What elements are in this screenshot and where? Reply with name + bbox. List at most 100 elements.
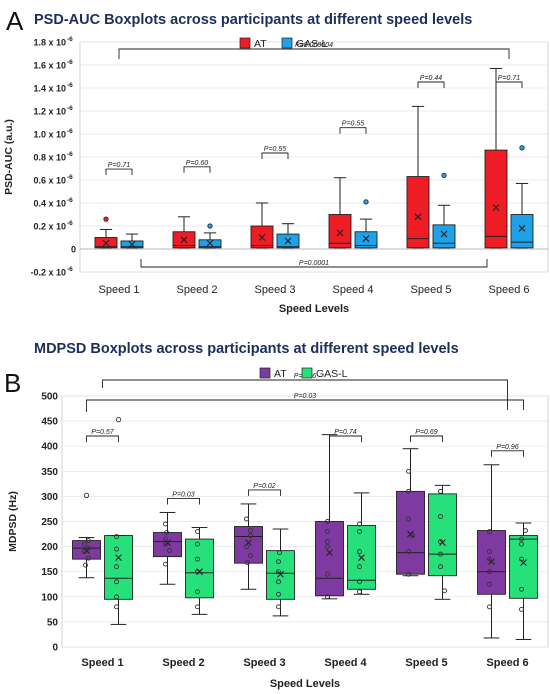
x-tick-label: Speed 4 (324, 657, 367, 669)
data-point (86, 555, 91, 561)
data-point (276, 591, 281, 597)
pairwise-bracket (417, 81, 445, 88)
mean-marker (326, 549, 333, 557)
data-point (442, 588, 447, 594)
mean-marker (164, 539, 171, 546)
y-tick-label: 200 (41, 542, 58, 553)
data-point (487, 556, 492, 562)
pairwise-p-label: P=0.60 (186, 160, 208, 167)
y-tick-label: 0.4 x 10 (33, 199, 66, 209)
data-point (325, 529, 330, 534)
data-point (114, 604, 119, 610)
y-tick-label: 1.2 x 10 (33, 107, 66, 117)
pairwise-p-label: P=0.69 (415, 429, 437, 436)
y-tick-exponent: -6 (67, 59, 73, 66)
legend-swatch (301, 367, 313, 379)
y-tick-label: -0.2 x 10 (30, 268, 66, 278)
legend-label: GAS-L (296, 38, 328, 50)
data-point (195, 556, 200, 562)
y-tick-exponent: -6 (67, 220, 73, 227)
x-tick-label: Speed 3 (255, 284, 296, 296)
pairwise-p-label: P=0.74 (334, 429, 356, 436)
box-at (328, 214, 352, 249)
panel-b-letter: B (4, 368, 21, 398)
pairwise-bracket (329, 435, 362, 442)
y-axis-label: PSD-AUC (a.u.) (3, 119, 15, 195)
y-tick-label: 1.0 x 10 (33, 130, 66, 140)
data-point (277, 550, 282, 556)
mean-marker (180, 236, 188, 244)
outlier-point (363, 199, 369, 205)
pairwise-p-label: P=0.02 (253, 483, 275, 490)
pairwise-p-label: P=0.96 (496, 444, 518, 451)
data-point (523, 528, 528, 533)
box-at (484, 149, 508, 249)
y-tick-label: 250 (41, 517, 58, 528)
y-tick-label: 1.6 x 10 (33, 61, 66, 71)
x-tick-label: Speed 2 (177, 284, 218, 296)
long-bracket (140, 259, 488, 268)
y-tick-label: 50 (47, 617, 59, 628)
y-tick-exponent: -6 (67, 174, 73, 181)
mean-marker (358, 554, 365, 562)
y-tick-label: 400 (41, 442, 58, 453)
data-point (519, 536, 524, 542)
data-point (406, 549, 411, 555)
mean-marker (518, 224, 526, 232)
data-point (86, 538, 91, 544)
y-tick-exponent: -6 (67, 82, 73, 89)
data-point (114, 546, 119, 552)
y-tick-label: 450 (41, 417, 58, 428)
y-tick-label: 0.2 x 10 (33, 222, 66, 232)
data-point (325, 519, 330, 524)
panel-a-title: PSD-AUC Boxplots across participants at … (34, 12, 472, 28)
data-point (114, 594, 119, 600)
data-point (82, 541, 87, 547)
data-point (276, 579, 281, 585)
data-point (357, 564, 362, 570)
data-point (325, 594, 330, 600)
legend-swatch (259, 367, 271, 379)
pairwise-p-label: P=0.44 (420, 75, 442, 82)
pairwise-bracket (248, 489, 281, 496)
data-point (519, 606, 524, 612)
x-tick-label: Speed 1 (81, 657, 123, 669)
pairwise-bracket (491, 450, 524, 457)
x-tick-label: Speed 4 (333, 284, 374, 296)
data-point (487, 581, 492, 587)
outlier-point (115, 416, 122, 423)
pairwise-bracket (410, 435, 443, 442)
data-point (487, 529, 492, 534)
data-point (406, 516, 411, 522)
data-point (276, 569, 281, 575)
x-tick-label: Speed 5 (411, 284, 452, 296)
pairwise-p-label: P=0.57 (91, 429, 114, 436)
chart-b: 0 50 100 150 200 250 300 350 400 450 500 Speed Leve… (7, 367, 549, 690)
legend-label: GAS-L (316, 368, 348, 380)
pairwise-bracket (86, 435, 119, 442)
long-bracket (86, 399, 524, 412)
data-point (519, 556, 524, 562)
data-point (163, 536, 168, 542)
data-point (276, 604, 281, 610)
pairwise-p-label: P=0.71 (498, 75, 520, 82)
outlier-point (83, 492, 90, 499)
data-point (487, 569, 492, 575)
data-point (406, 468, 411, 474)
x-axis-label: Speed Levels (270, 678, 340, 690)
data-point (163, 541, 168, 547)
data-point (357, 549, 362, 555)
mean-marker (336, 229, 344, 237)
pairwise-bracket (105, 168, 133, 176)
x-axis-label: Speed Levels (279, 303, 349, 315)
data-point (410, 533, 415, 539)
pairwise-p-label: P=0.03 (172, 491, 194, 498)
data-point (114, 564, 119, 570)
data-point (83, 562, 88, 568)
mean-marker (520, 559, 527, 567)
y-tick-label: 0 (71, 245, 76, 255)
x-tick-label: Speed 6 (486, 657, 528, 669)
long-bracket-p-label: P=0.03 (294, 393, 316, 400)
data-point (438, 514, 443, 519)
data-point (438, 564, 443, 570)
